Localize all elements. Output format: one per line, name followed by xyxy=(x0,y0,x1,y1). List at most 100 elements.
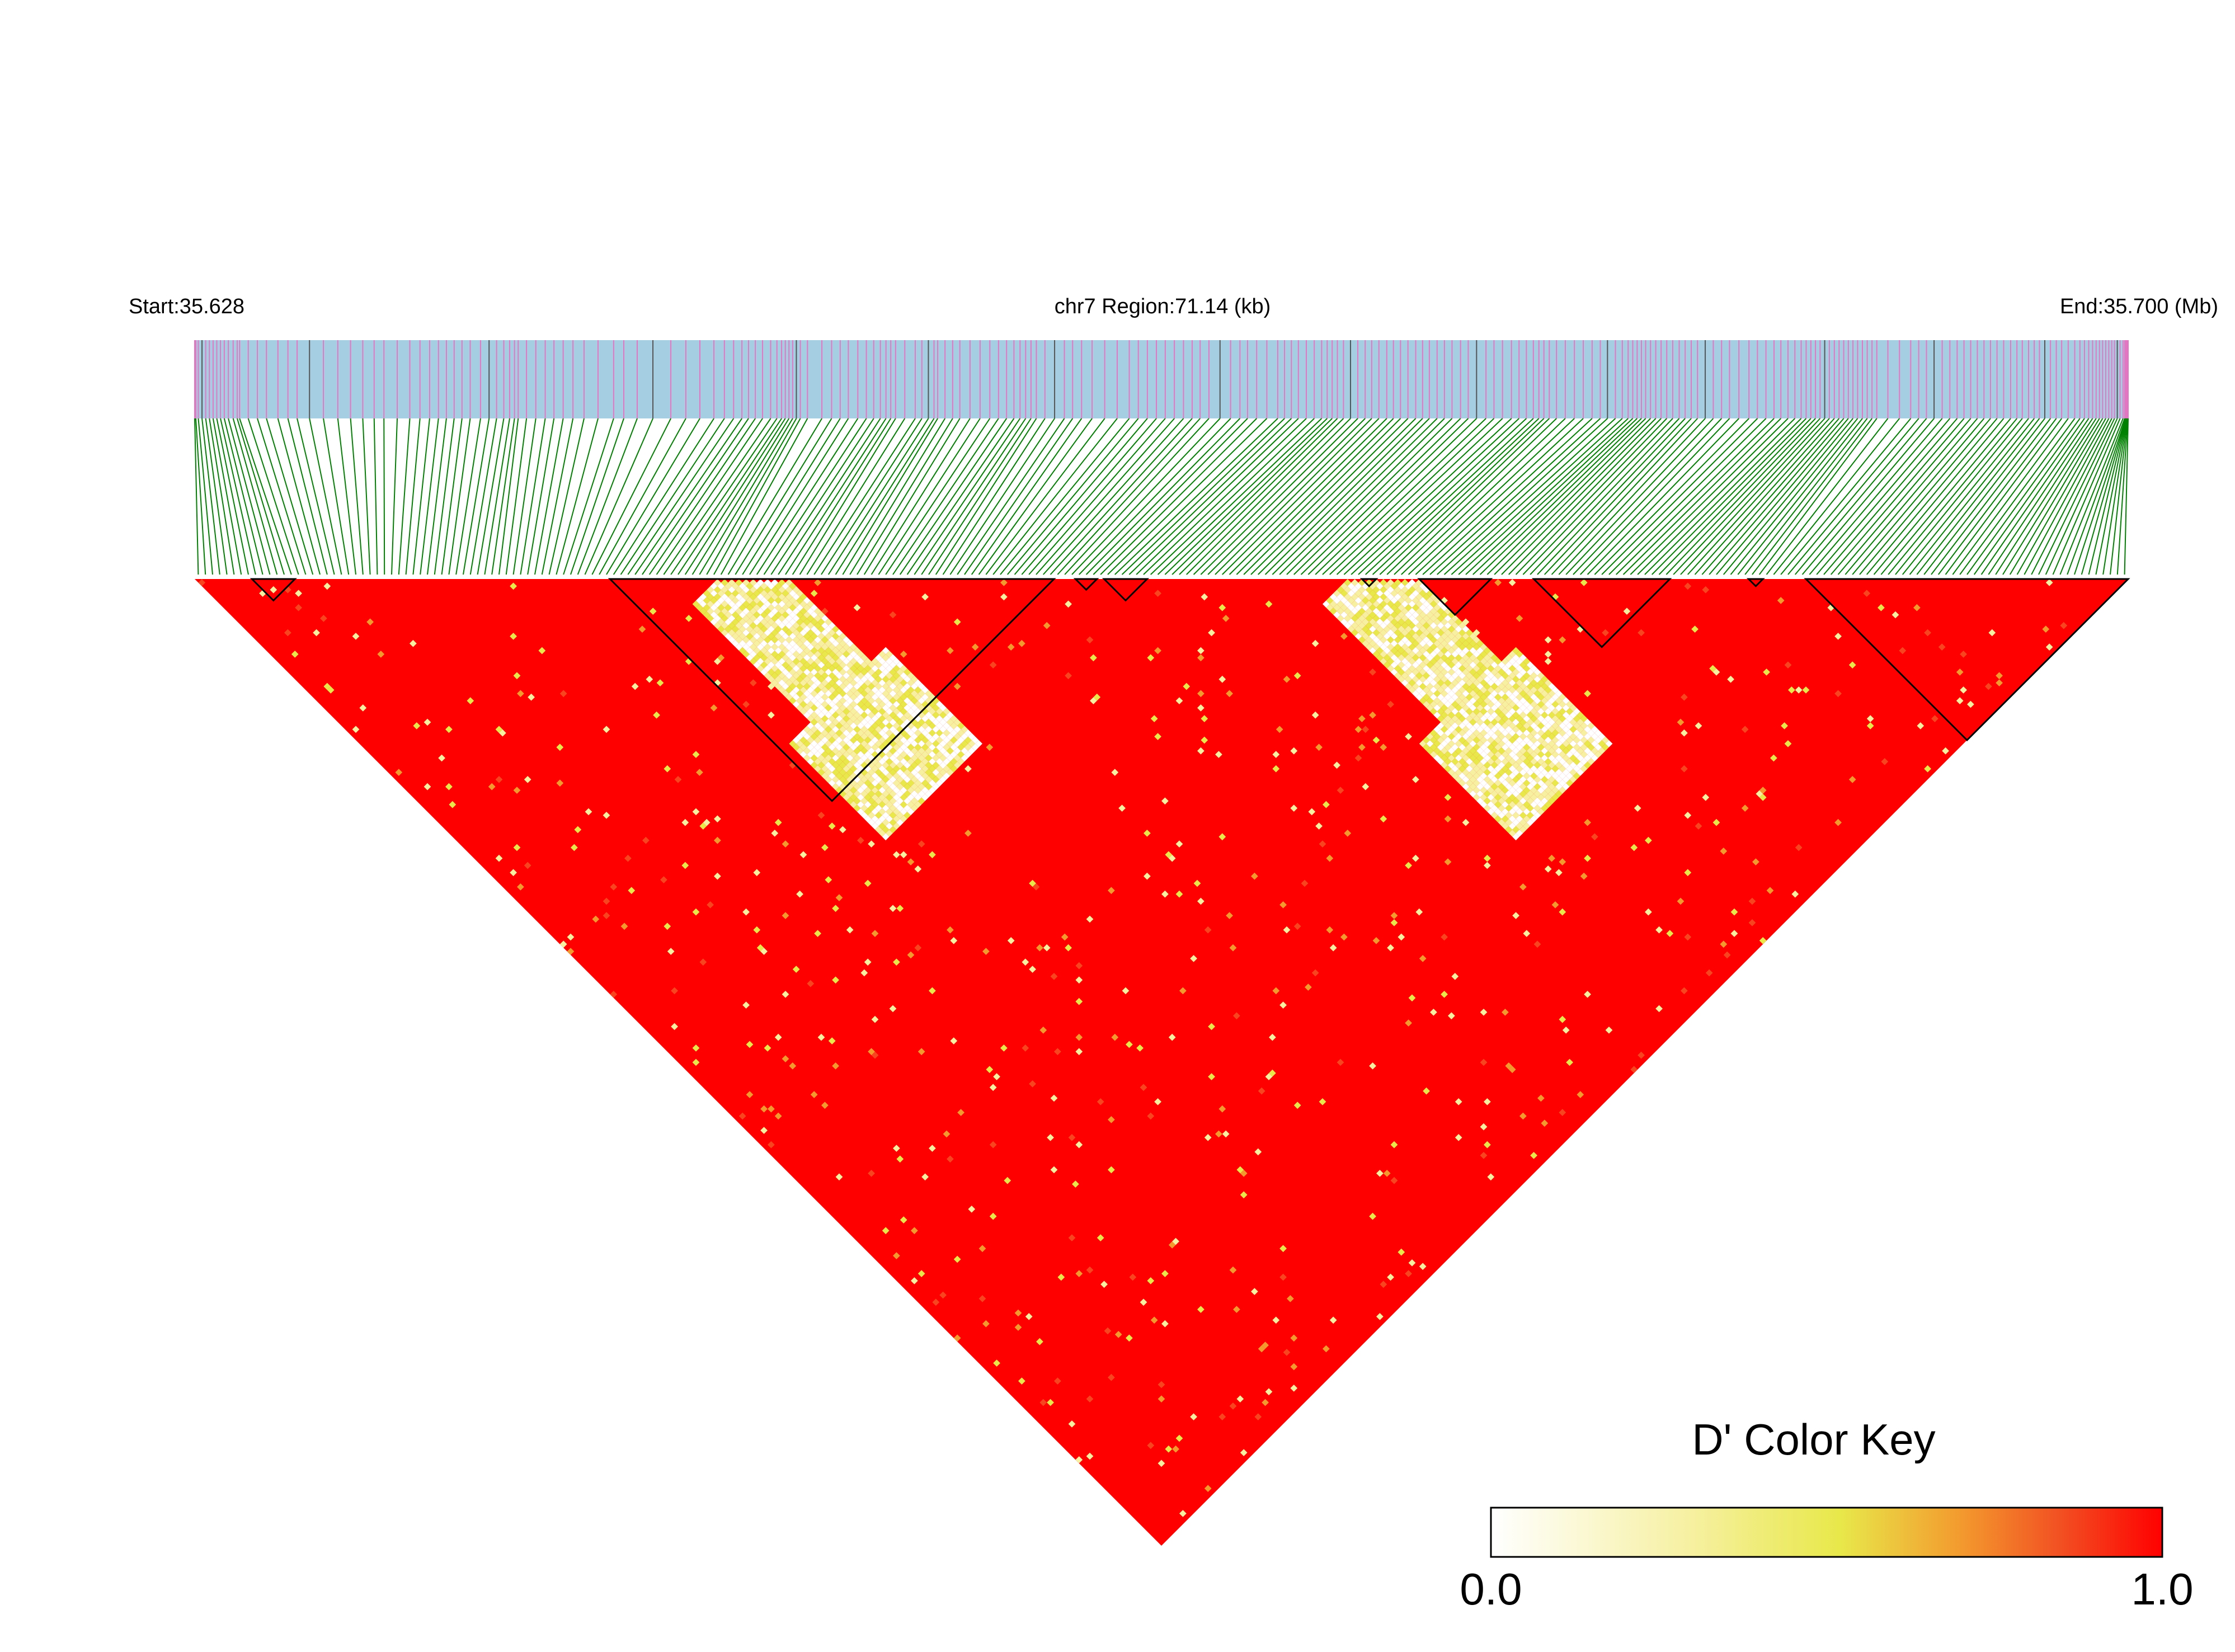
ld-cell xyxy=(1555,711,1563,719)
ld-cell xyxy=(1530,715,1537,722)
ld-cell xyxy=(882,726,890,733)
ld-cell xyxy=(1383,633,1391,640)
ld-cell xyxy=(1537,772,1545,780)
ld-cell xyxy=(1508,801,1516,808)
ld-cell xyxy=(914,715,922,722)
ld-cell xyxy=(746,1091,754,1098)
ld-cell xyxy=(764,1044,771,1052)
ld-cell xyxy=(825,647,832,655)
ld-cell xyxy=(1254,1148,1262,1156)
ld-cell xyxy=(1226,690,1233,698)
ld-cell xyxy=(1075,997,1083,1005)
ld-cell xyxy=(1484,733,1491,740)
ld-cell xyxy=(1419,590,1427,597)
ld-cell xyxy=(1441,669,1448,676)
ld-cell xyxy=(882,833,890,841)
ld-cell xyxy=(1455,683,1462,690)
ld-cell xyxy=(574,826,582,834)
ld-cell xyxy=(817,683,825,690)
ld-cell xyxy=(1541,1119,1549,1127)
ld-cell xyxy=(1544,679,1552,686)
ld-cell xyxy=(1433,740,1441,747)
ld-cell xyxy=(753,625,761,633)
snp-connector xyxy=(239,418,292,575)
ld-cell xyxy=(395,769,403,776)
ld-cell xyxy=(882,733,890,740)
ld-cell xyxy=(1791,890,1799,898)
snp-connector xyxy=(1522,418,1673,575)
ld-cell xyxy=(839,633,846,640)
ld-cell xyxy=(1419,647,1427,655)
ld-cell xyxy=(1526,669,1534,676)
ld-cell xyxy=(1437,600,1444,608)
ld-cell xyxy=(771,593,779,601)
ld-cell xyxy=(1426,633,1434,640)
ld-cell xyxy=(875,669,882,676)
snp-connector-lines xyxy=(194,418,2129,575)
ld-cell xyxy=(1441,633,1448,640)
ld-cell xyxy=(735,608,743,615)
ld-cell xyxy=(1490,683,1498,690)
ld-cell xyxy=(1487,715,1495,722)
ld-cell xyxy=(1480,686,1488,694)
ld-cell xyxy=(889,826,897,834)
ld-cell xyxy=(1512,776,1519,783)
ld-cell xyxy=(1290,1334,1298,1342)
ld-cell xyxy=(1466,743,1473,751)
ld-cell xyxy=(1412,582,1419,590)
ld-cell xyxy=(871,772,879,780)
ld-cell xyxy=(1516,736,1523,744)
ld-cell xyxy=(1594,729,1602,737)
ld-cell xyxy=(882,804,890,812)
ld-cell xyxy=(1487,808,1495,816)
snp-connector xyxy=(237,418,285,575)
ld-cell xyxy=(1190,955,1197,962)
ld-cell xyxy=(685,615,693,622)
ld-cell xyxy=(1387,700,1394,708)
ld-cell xyxy=(760,639,768,647)
ld-cell xyxy=(1551,901,1559,909)
ld-cell xyxy=(1559,736,1566,744)
snp-connector xyxy=(663,418,771,575)
ld-cell xyxy=(1197,690,1204,698)
ld-cell xyxy=(1519,1112,1527,1120)
ld-cell xyxy=(1455,704,1462,712)
ld-cell xyxy=(850,708,857,716)
ld-cell xyxy=(904,783,911,790)
ld-cell xyxy=(893,851,900,859)
snp-connector xyxy=(1057,418,1201,575)
ld-cell xyxy=(860,776,868,783)
ld-cell xyxy=(1505,790,1513,798)
ld-cell xyxy=(1390,647,1398,655)
ld-cell xyxy=(1419,654,1427,662)
ld-cell xyxy=(1891,611,1899,619)
ld-cell xyxy=(925,754,933,762)
ld-cell xyxy=(1419,582,1427,590)
ld-cell xyxy=(1372,579,1380,586)
ld-cell xyxy=(1444,608,1452,615)
ld-cell xyxy=(1358,622,1366,629)
ld-cell xyxy=(1490,804,1498,812)
ld-cell xyxy=(1566,751,1573,758)
ld-cell xyxy=(828,722,836,729)
ld-cell xyxy=(1451,722,1459,729)
ld-cell xyxy=(900,765,907,773)
snp-connector xyxy=(541,418,574,575)
ld-cell xyxy=(921,693,929,701)
ld-cell xyxy=(699,608,707,615)
ld-cell xyxy=(825,754,832,762)
ld-cell xyxy=(1197,654,1204,662)
ld-cell xyxy=(893,765,900,773)
ld-cell xyxy=(846,675,854,683)
snp-connector xyxy=(309,418,342,575)
ld-cell xyxy=(2042,625,2050,633)
ld-cell xyxy=(878,722,886,729)
ld-cell xyxy=(807,758,815,765)
ld-cell xyxy=(864,693,872,701)
ld-cell xyxy=(1605,1027,1613,1034)
ld-cell xyxy=(792,672,800,680)
snp-connector xyxy=(2031,418,2112,575)
ld-cell xyxy=(835,700,843,708)
ld-cell xyxy=(939,769,947,776)
ld-cell xyxy=(932,1298,940,1306)
